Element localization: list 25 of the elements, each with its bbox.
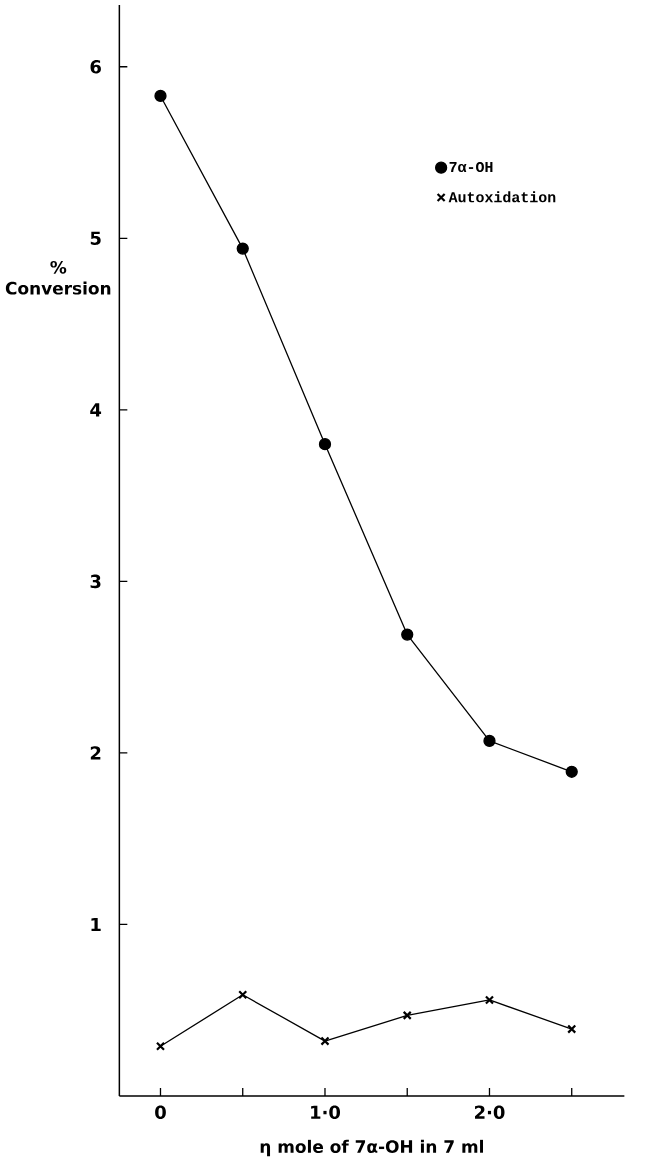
point — [154, 89, 167, 103]
point — [236, 242, 249, 255]
point — [484, 995, 494, 1005]
y-axis-title: % Conversion — [5, 260, 111, 295]
point — [400, 628, 414, 641]
y-tick-label: 5 — [90, 231, 101, 245]
y-tick-label: 3 — [90, 574, 101, 589]
point — [155, 1041, 165, 1051]
point — [483, 734, 496, 748]
x-tick-label: 1·0 — [310, 1105, 340, 1120]
point — [402, 1010, 412, 1020]
x-axis-title: η mole of 7α-OH in 7 ml — [260, 1139, 483, 1157]
legend-label: 7α-OH — [449, 161, 493, 173]
point — [237, 990, 248, 1000]
legend-label: Autoxidation — [448, 191, 556, 203]
y-tick-label: 1 — [91, 917, 101, 931]
point — [320, 1036, 330, 1046]
x-tick-label: 2·0 — [474, 1105, 505, 1120]
point — [566, 1024, 577, 1034]
point — [565, 765, 578, 778]
x-tick-label: 0 — [154, 1105, 166, 1120]
y-tick-label: 2 — [90, 746, 101, 760]
y-tick-label: 6 — [90, 59, 101, 74]
point — [318, 438, 331, 451]
y-tick-label: 4 — [90, 403, 101, 417]
